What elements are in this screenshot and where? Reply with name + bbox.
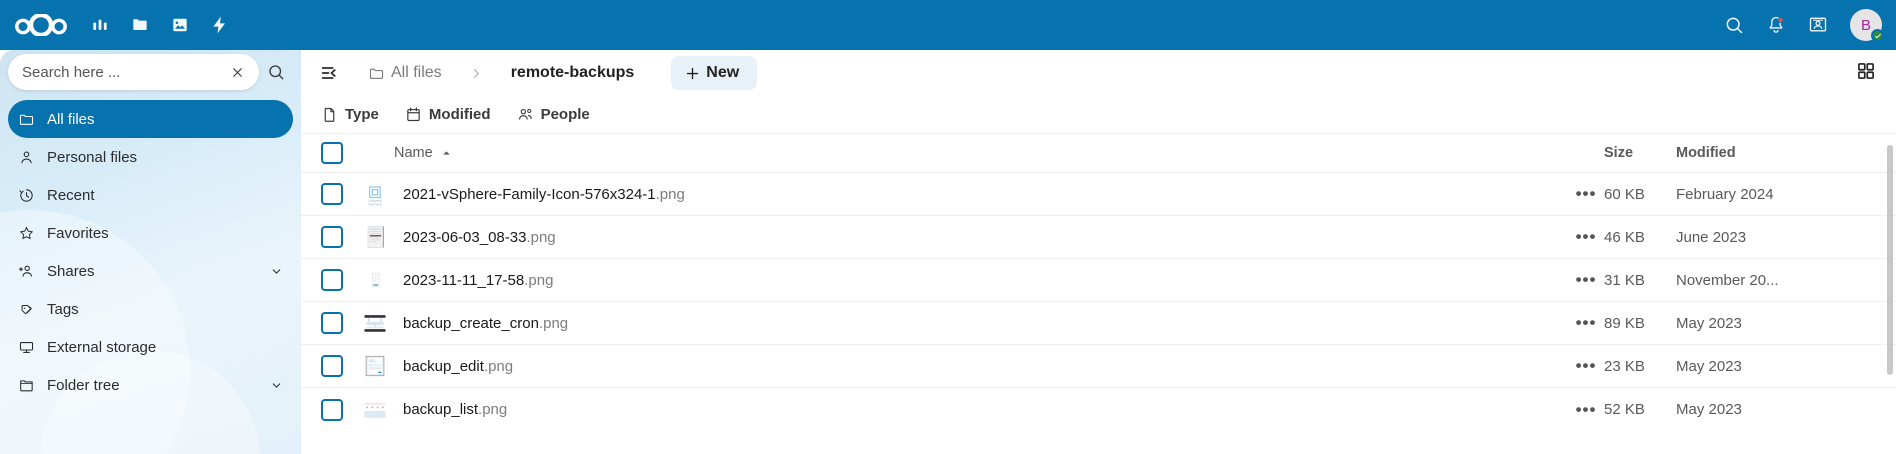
svg-text:vSphere: vSphere — [368, 202, 382, 206]
